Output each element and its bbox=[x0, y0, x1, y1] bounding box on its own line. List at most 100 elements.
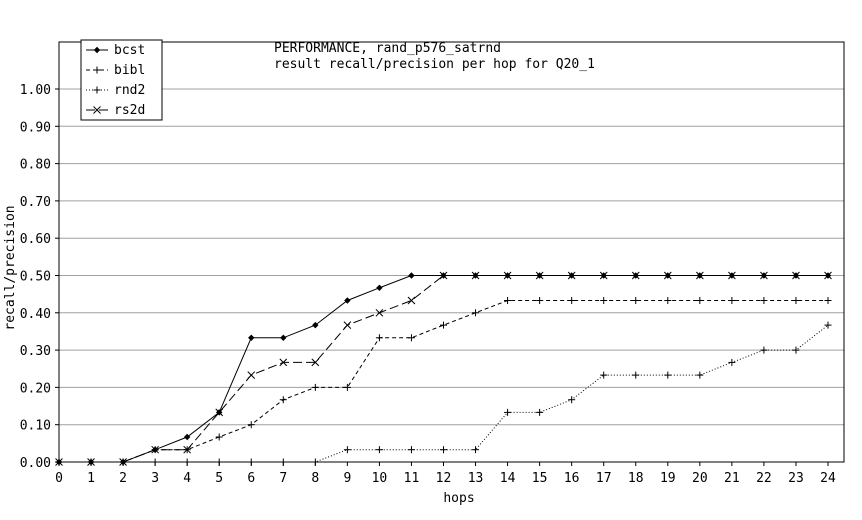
x-tick-label: 14 bbox=[500, 471, 516, 486]
data-point-rnd2 bbox=[728, 358, 736, 366]
y-axis-label: recall/precision bbox=[3, 205, 18, 330]
data-point-bcst bbox=[504, 272, 511, 279]
legend-label: bcst bbox=[114, 43, 145, 58]
y-tick-label: 0.20 bbox=[20, 381, 51, 396]
data-point-rnd2 bbox=[632, 371, 640, 379]
legend-label: rs2d bbox=[114, 103, 145, 118]
x-tick-label: 2 bbox=[119, 471, 127, 486]
data-point-bibl bbox=[632, 296, 640, 304]
data-point-rs2d bbox=[375, 308, 384, 317]
y-tick-label: 0.80 bbox=[20, 158, 51, 173]
data-point-rnd2 bbox=[760, 346, 768, 354]
data-point-bibl bbox=[728, 296, 736, 304]
data-point-rnd2 bbox=[279, 458, 287, 466]
data-point-bcst bbox=[696, 272, 704, 279]
x-tick-label: 15 bbox=[532, 471, 548, 486]
y-tick-label: 0.70 bbox=[20, 195, 51, 210]
data-point-bibl bbox=[440, 321, 447, 329]
data-point-rnd2 bbox=[183, 458, 191, 466]
x-tick-label: 12 bbox=[436, 471, 452, 486]
x-tick-label: 0 bbox=[55, 471, 63, 486]
x-tick-label: 3 bbox=[151, 471, 159, 486]
data-point-bcst bbox=[408, 272, 415, 279]
y-tick-label: 0.00 bbox=[20, 456, 51, 471]
x-tick-label: 7 bbox=[279, 471, 287, 486]
data-point-rnd2 bbox=[600, 371, 608, 379]
y-tick-label: 0.50 bbox=[20, 270, 51, 285]
x-tick-label: 11 bbox=[404, 471, 420, 486]
x-tick-label: 22 bbox=[756, 471, 772, 486]
data-point-rnd2 bbox=[311, 458, 319, 466]
data-point-bibl bbox=[247, 421, 255, 429]
legend-box bbox=[80, 39, 163, 121]
data-point-bcst bbox=[55, 458, 63, 466]
data-point-rs2d bbox=[407, 296, 416, 305]
y-tick-label: 0.40 bbox=[20, 307, 51, 322]
data-point-bibl bbox=[760, 296, 768, 304]
data-point-bcst bbox=[440, 272, 447, 279]
data-point-bcst bbox=[344, 297, 351, 304]
x-tick-label: 17 bbox=[596, 471, 612, 486]
data-point-rs2d bbox=[311, 358, 320, 367]
x-tick-label: 9 bbox=[343, 471, 351, 486]
data-point-rnd2 bbox=[247, 458, 255, 466]
data-point-bibl bbox=[568, 296, 576, 304]
data-point-bcst bbox=[760, 272, 768, 279]
legend-marker bbox=[93, 86, 101, 94]
x-tick-label: 4 bbox=[183, 471, 191, 486]
data-point-bibl bbox=[343, 383, 351, 391]
x-tick-label: 21 bbox=[724, 471, 740, 486]
chart-title: PERFORMANCE, rand_p576_satrnd bbox=[274, 41, 501, 56]
data-point-bcst bbox=[536, 272, 543, 279]
data-point-bcst bbox=[280, 334, 287, 341]
data-point-bcst bbox=[183, 433, 191, 441]
x-tick-label: 16 bbox=[564, 471, 580, 486]
data-point-rs2d bbox=[247, 371, 256, 379]
y-tick-label: 1.00 bbox=[20, 83, 51, 98]
data-point-bibl bbox=[311, 383, 319, 391]
data-point-rs2d bbox=[343, 321, 352, 329]
series-rnd2 bbox=[55, 321, 832, 466]
series-bibl bbox=[55, 296, 832, 466]
x-tick-labels: 0 1 2 3 4 5 6 7 8 9 10 11 12 13 14 15 16 17 18 19 20 21 22 23 24 bbox=[55, 462, 836, 486]
data-point-bcst bbox=[472, 272, 479, 279]
data-point-rnd2 bbox=[343, 446, 351, 454]
x-tick-label: 18 bbox=[628, 471, 644, 486]
data-point-rnd2 bbox=[215, 458, 223, 466]
data-point-rnd2 bbox=[151, 458, 159, 466]
data-point-bibl bbox=[279, 396, 287, 404]
data-point-bibl bbox=[696, 296, 704, 304]
data-point-rnd2 bbox=[440, 446, 447, 454]
data-point-rnd2 bbox=[664, 371, 672, 379]
data-point-rnd2 bbox=[407, 446, 415, 454]
data-point-bibl bbox=[824, 296, 832, 304]
data-point-bibl bbox=[792, 296, 800, 304]
series-line-rnd2 bbox=[59, 324, 829, 463]
grid-lines bbox=[59, 88, 844, 426]
x-tick-label: 8 bbox=[311, 471, 319, 486]
x-tick-label: 13 bbox=[468, 471, 484, 486]
series-layer bbox=[55, 271, 832, 466]
data-point-bibl bbox=[472, 309, 480, 317]
data-point-bcst bbox=[792, 272, 800, 279]
series-bcst bbox=[55, 272, 832, 466]
x-tick-label: 10 bbox=[372, 471, 388, 486]
data-point-bcst bbox=[376, 284, 383, 292]
data-point-bcst bbox=[728, 272, 736, 279]
data-point-bibl bbox=[600, 296, 608, 304]
x-tick-label: 24 bbox=[820, 471, 836, 486]
data-point-rnd2 bbox=[696, 371, 704, 379]
x-tick-label: 6 bbox=[247, 471, 255, 486]
data-point-rs2d bbox=[279, 358, 288, 367]
data-point-bcst bbox=[664, 272, 671, 279]
data-point-rnd2 bbox=[472, 446, 480, 454]
chart-subtitle: result recall/precision per hop for Q20_… bbox=[274, 57, 595, 72]
x-tick-label: 23 bbox=[788, 471, 804, 486]
data-point-bibl bbox=[183, 446, 191, 454]
series-line-bcst bbox=[59, 275, 828, 463]
legend-marker bbox=[93, 106, 101, 114]
data-point-bcst bbox=[216, 409, 223, 416]
data-point-bcst bbox=[824, 272, 832, 279]
data-point-bibl bbox=[504, 296, 512, 304]
